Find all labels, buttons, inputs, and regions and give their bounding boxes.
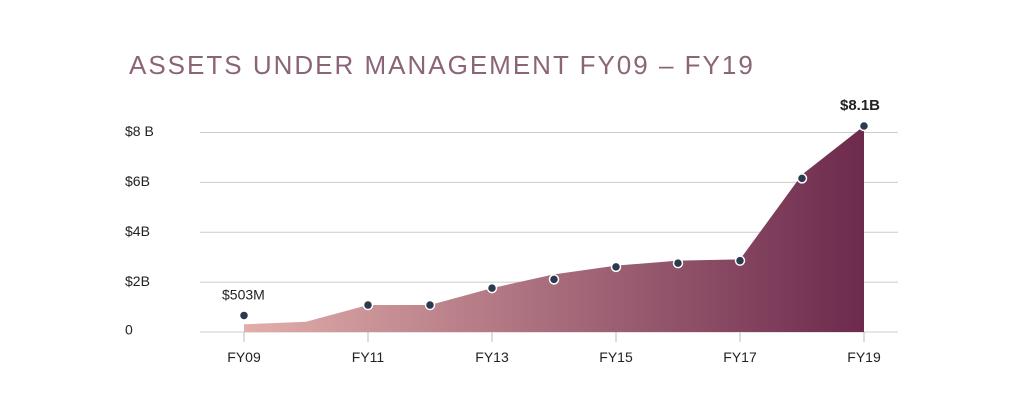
data-point: [486, 282, 498, 294]
y-tick-label: 0: [125, 322, 133, 338]
x-tick-label: FY11: [352, 349, 385, 365]
data-annotations: $503M $8.1B: [222, 97, 880, 302]
data-point: [734, 255, 746, 266]
data-point: [672, 257, 684, 269]
y-tick-label: $8 B: [125, 123, 154, 139]
data-point: [238, 310, 250, 321]
y-tick-label: $2B: [125, 273, 150, 289]
area-series: [244, 126, 864, 332]
data-point: [796, 173, 808, 184]
x-tick-label: FY13: [475, 349, 509, 365]
chart-title: ASSETS UNDER MANAGEMENT FY09 – FY19: [129, 50, 755, 80]
y-axis: 0 $2B $4B $6B $8 B: [125, 123, 154, 338]
x-axis: FY09 FY11 FY13 FY15 FY17 FY19: [227, 332, 881, 365]
data-markers: [238, 120, 870, 321]
data-label: $8.1B: [840, 97, 880, 114]
data-label: $503M: [222, 286, 265, 302]
area-fill: [244, 126, 864, 332]
x-tick-label: FY19: [847, 349, 881, 365]
x-tick-label: FY15: [599, 349, 633, 365]
data-point: [362, 299, 374, 311]
x-tick-label: FY09: [227, 349, 261, 365]
data-point: [424, 299, 436, 311]
data-point: [858, 120, 870, 132]
y-tick-label: $4B: [125, 223, 150, 239]
y-tick-label: $6B: [125, 173, 150, 189]
data-point: [548, 274, 560, 285]
x-tick-label: FY17: [723, 349, 757, 365]
data-point: [610, 261, 622, 273]
